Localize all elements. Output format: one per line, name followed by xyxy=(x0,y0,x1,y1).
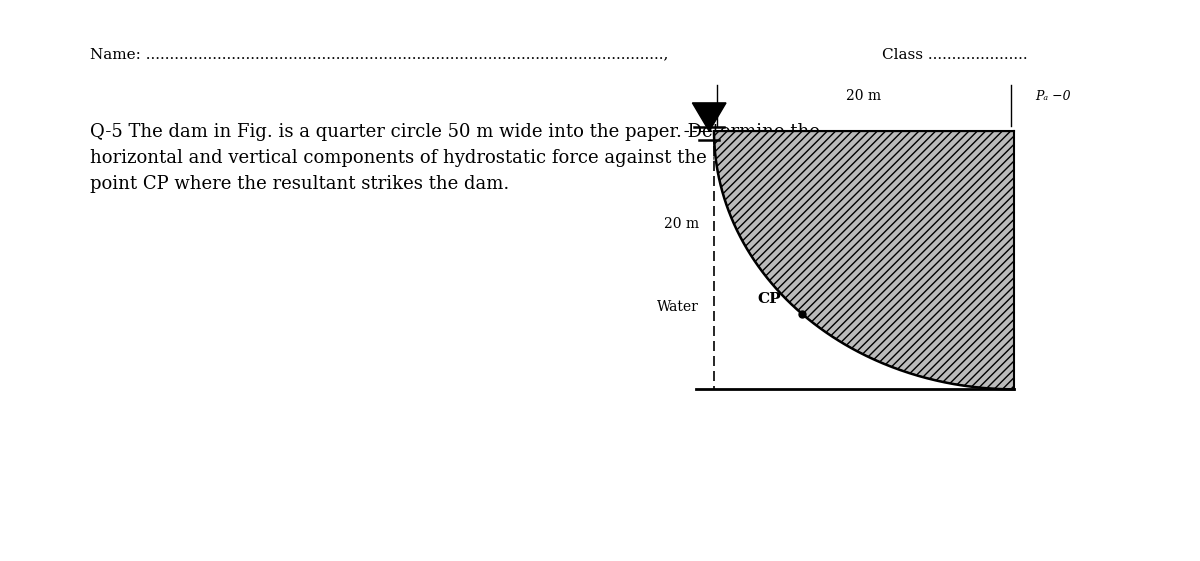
Text: 20 m: 20 m xyxy=(664,217,698,231)
Polygon shape xyxy=(714,131,1014,451)
Polygon shape xyxy=(692,103,726,131)
Text: Class .....................: Class ..................... xyxy=(882,48,1027,62)
Text: 20 m: 20 m xyxy=(846,89,882,103)
Text: Pₐ −0: Pₐ −0 xyxy=(1034,90,1070,103)
Polygon shape xyxy=(714,131,1014,389)
Text: CP: CP xyxy=(757,292,781,306)
Text: Q-5 The dam in Fig. is a quarter circle 50 m wide into the paper. Determine the
: Q-5 The dam in Fig. is a quarter circle … xyxy=(90,123,827,193)
Text: Name: ..........................................................................: Name: ..................................… xyxy=(90,48,668,62)
Text: Water: Water xyxy=(658,300,698,314)
